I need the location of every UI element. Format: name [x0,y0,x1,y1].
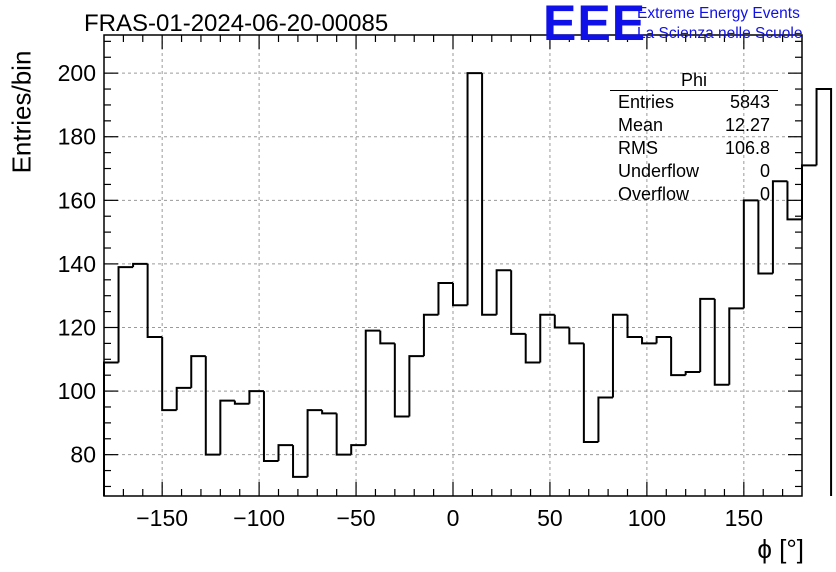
histogram-bin [728,307,744,385]
histogram-bin [422,313,439,357]
histogram-bin [524,333,541,364]
histogram-bin [801,164,817,220]
histogram-bin [771,180,788,274]
stats-value: 0 [759,161,770,181]
histogram-bin [204,356,221,456]
histogram-bin [103,361,119,496]
histogram-bin [161,337,177,412]
y-tick-label: 80 [70,442,96,468]
stats-label: Overflow [618,184,690,204]
histogram-bin [175,386,192,411]
histogram-bin [742,199,759,309]
stats-label: Underflow [618,161,700,181]
x-axis-label: ϕ [°] [757,534,804,564]
stats-row-rms: RMS 106.8 [610,137,778,160]
x-tick-label: 100 [628,505,666,531]
stats-value: 0 [759,184,770,204]
histogram-bin [219,399,235,455]
eee-logo: EEE [543,0,647,51]
histogram-bin [597,396,613,442]
histogram-bin [262,391,279,463]
histogram-bin [495,269,512,315]
histogram-bin [815,88,833,496]
stats-value: 106.8 [724,138,770,158]
histogram-bin [553,314,570,329]
histogram-bin [641,337,657,345]
histogram-bin [539,313,555,363]
histogram-bin [393,343,410,418]
histogram-bin [655,336,672,344]
histogram-bin [437,281,453,315]
stats-label: Entries [618,92,675,112]
stats-title: Phi [610,70,778,91]
histogram-bin [713,298,730,386]
histogram-bin [190,355,206,388]
eee-logo-text: Extreme Energy Events La Scienza nelle S… [637,4,802,44]
histogram-bin [684,371,701,376]
histogram-bin [786,181,802,221]
y-tick-label: 120 [58,314,96,340]
stats-box: Phi Entries 5843 Mean 12.27 RMS 106.8 Un… [610,70,778,206]
histogram-bin [757,200,773,275]
histogram-bin [626,314,643,339]
stats-row-overflow: Overflow 0 [610,183,778,206]
y-tick-label: 180 [58,124,96,150]
axes: −150 −100 −50 0 50 100 150 80 100 120 140 160 180 200 [58,34,803,531]
histogram-bin [117,266,134,363]
histogram-bin [132,262,148,268]
histogram-bin [699,297,715,373]
histogram-bin [670,337,686,377]
y-tick-label: 100 [58,378,96,404]
stats-row-underflow: Underflow 0 [610,160,778,183]
histogram-bin [233,400,250,405]
histogram-bin [582,343,599,443]
stats-label: Mean [618,115,664,135]
histogram-bin [292,445,308,478]
stats-row-mean: Mean 12.27 [610,114,778,137]
histogram-bin [306,409,323,477]
histogram-bin [510,270,526,335]
histogram-bin [321,410,337,415]
histogram-bin [408,355,424,417]
histogram-bin [611,313,628,398]
x-tick-label: −50 [337,505,376,531]
y-tick-label: 140 [58,251,96,277]
y-axis-label: Entries/bin [6,50,37,174]
stats-value: 5843 [729,92,770,112]
x-tick-label: 50 [537,505,563,531]
y-tick-label: 160 [58,187,96,213]
stats-value: 12.27 [724,115,770,135]
y-tick-label: 200 [58,60,96,86]
histogram-bin [335,413,352,456]
histogram-series [103,72,833,496]
histogram-bin [481,73,497,316]
histogram-bin [568,327,584,345]
x-tick-label: 150 [725,505,763,531]
histogram-bin [364,329,381,446]
histogram-bin [146,263,163,339]
logo-line-1: Extreme Energy Events [637,5,800,22]
histogram-bin [248,390,264,404]
histogram-bin [277,444,294,462]
histogram-bin [466,72,483,306]
x-tick-label: −100 [233,505,285,531]
stats-label: RMS [618,138,658,158]
grid [104,35,802,496]
histogram-bin [379,330,395,345]
stats-row-entries: Entries 5843 [610,91,778,114]
chart-title: FRAS-01-2024-06-20-00085 [84,10,389,37]
histogram-bin [452,282,468,307]
logo-line-2: La Scienza nelle Scuole [637,25,803,42]
x-tick-label: −150 [136,505,188,531]
x-tick-label: 0 [447,505,460,531]
histogram-bin [350,444,366,455]
